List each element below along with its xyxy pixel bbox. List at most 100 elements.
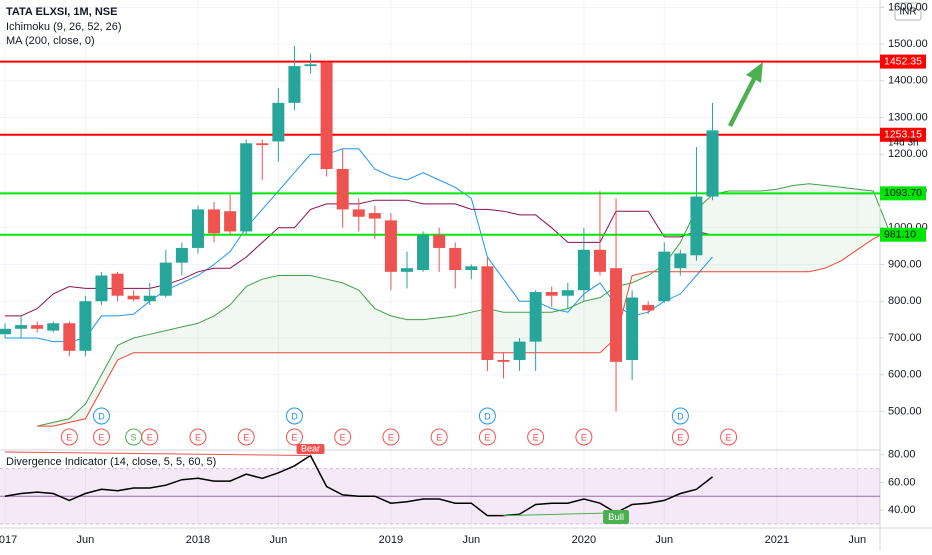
event-label: D: [291, 411, 298, 421]
candle-body: [143, 295, 156, 302]
event-label: E: [98, 432, 104, 442]
event-badge[interactable]: [285, 407, 303, 425]
bear-tag: [296, 444, 325, 454]
event-label: E: [243, 432, 249, 442]
candle-body: [272, 102, 285, 142]
candle-body: [304, 64, 317, 67]
event-badge[interactable]: [237, 428, 255, 446]
candle-body: [433, 235, 446, 248]
candle-body: [320, 62, 333, 169]
x-tick-label: Jun: [462, 534, 480, 546]
candle-body: [79, 301, 92, 351]
event-label: E: [388, 432, 394, 442]
candle-body: [63, 323, 76, 351]
arrow: [728, 62, 763, 127]
event-badge[interactable]: [60, 428, 78, 446]
candle-body: [47, 323, 60, 331]
candle-body: [240, 143, 253, 232]
candle-body: [561, 290, 574, 296]
level-label: 1093.70: [884, 187, 922, 199]
bull-divergence: [503, 512, 617, 517]
candle-body: [465, 266, 478, 270]
y-tick-label: 1300.00: [888, 111, 928, 123]
y-tick-label: 60.00: [888, 476, 916, 488]
level-tag: [880, 227, 926, 242]
event-badge[interactable]: [478, 428, 496, 446]
countdown: 14d 3h: [888, 138, 919, 149]
indicator-label: MA (200, close, 0): [6, 35, 95, 47]
event-badge[interactable]: [92, 428, 110, 446]
event-badge[interactable]: [92, 407, 110, 425]
candle-body: [175, 247, 188, 263]
y-tick-label: 700.00: [888, 332, 922, 344]
candle-body: [0, 328, 11, 335]
event-badge[interactable]: [141, 428, 159, 446]
event-label: E: [147, 432, 153, 442]
event-badge[interactable]: [671, 428, 689, 446]
event-label: E: [581, 432, 587, 442]
indicator-line: [4, 454, 713, 517]
candle-body: [577, 249, 590, 291]
candle-body: [401, 268, 413, 272]
x-tick-label: Jun: [655, 534, 673, 546]
candle-body: [626, 297, 639, 360]
candle-body: [352, 209, 365, 217]
event-badge[interactable]: [285, 428, 303, 446]
candle-body: [15, 325, 28, 329]
candle-body: [497, 360, 510, 362]
overlay-line: [5, 148, 713, 343]
candle-body: [384, 220, 397, 272]
y-tick-label: 500.00: [888, 405, 922, 417]
indicator-label: Ichimoku (9, 26, 52, 26): [6, 21, 122, 33]
candle-body: [690, 196, 703, 256]
candle-body: [642, 304, 655, 311]
event-label: E: [484, 432, 490, 442]
candle-body: [706, 130, 719, 197]
candle-body: [610, 268, 623, 362]
level-label: 981.10: [884, 228, 916, 240]
x-tick-label: 2017: [0, 534, 17, 546]
level-tag: [880, 186, 926, 201]
event-badge[interactable]: [671, 407, 689, 425]
candle-body: [111, 273, 124, 296]
bull-tag: [603, 510, 630, 524]
y-tick-label: 1600.00: [888, 1, 928, 13]
candle-body: [288, 66, 301, 103]
y-tick-label: 600.00: [888, 369, 922, 381]
currency: INR: [899, 7, 916, 18]
event-badge[interactable]: [720, 428, 738, 446]
candle-body: [513, 341, 526, 360]
y-tick-label: 900.00: [888, 258, 922, 270]
indicator-title: Divergence Indicator (14, close, 5, 5, 6…: [6, 456, 216, 468]
event-badge[interactable]: [527, 428, 545, 446]
x-tick-label: 2018: [186, 534, 210, 546]
x-tick-label: Jun: [848, 534, 866, 546]
event-label: E: [533, 432, 539, 442]
y-tick-label: 800.00: [888, 295, 922, 307]
cloud-fill: [37, 183, 890, 427]
candle-body: [208, 209, 221, 234]
level-tag: [880, 54, 926, 69]
event-badge[interactable]: [478, 407, 496, 425]
event-badge[interactable]: [189, 428, 207, 446]
candle-body: [159, 262, 172, 296]
candle-body: [593, 249, 606, 272]
candle-body: [256, 143, 269, 146]
level-label: 1452.35: [884, 55, 922, 67]
x-tick-label: Jun: [269, 534, 287, 546]
candle-body: [545, 292, 558, 296]
candle-body: [529, 292, 542, 342]
level-label: 1253.15: [884, 129, 922, 141]
event-badge[interactable]: [430, 428, 448, 446]
event-badge[interactable]: [575, 428, 593, 446]
y-tick-label: 1200.00: [888, 148, 928, 160]
y-tick-label: 80.00: [888, 449, 916, 461]
candle-body: [481, 266, 494, 360]
event-label: E: [195, 432, 201, 442]
event-badge[interactable]: [382, 428, 400, 446]
currency-box[interactable]: [894, 2, 922, 21]
event-badge[interactable]: [334, 428, 352, 446]
overlay-line: [37, 183, 890, 427]
